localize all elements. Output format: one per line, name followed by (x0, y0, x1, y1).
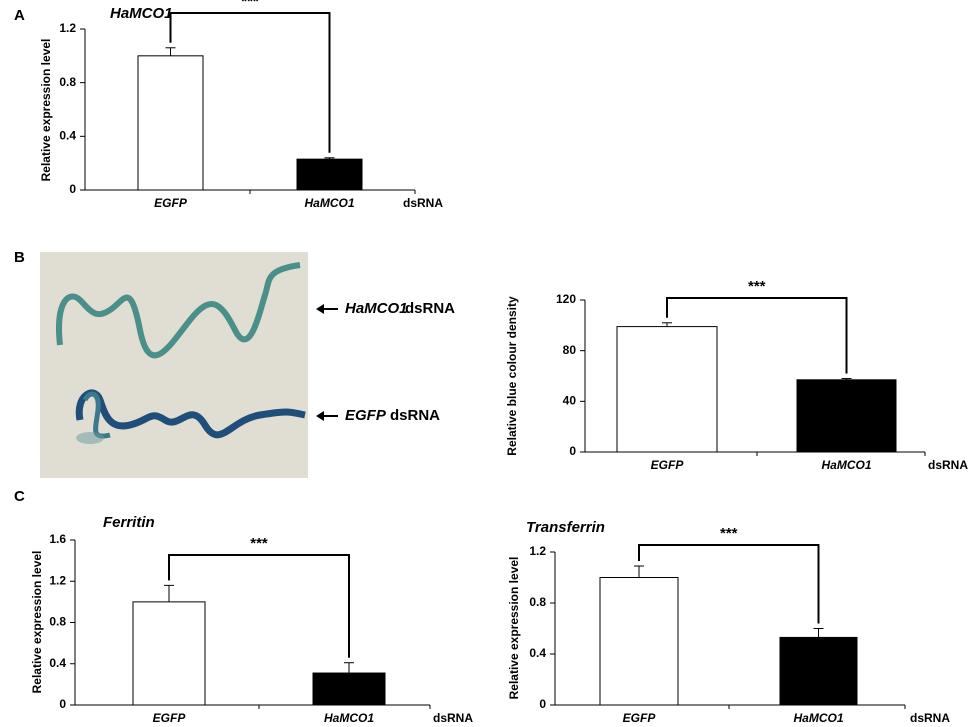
bar (797, 380, 896, 452)
y-axis-label: Relative expression level (39, 39, 53, 182)
x-axis-label: dsRNA (403, 196, 443, 210)
y-tick-label: 0 (539, 697, 546, 711)
x-tick-label: EGFP (154, 196, 188, 210)
bar (297, 159, 362, 190)
x-tick-label: EGFP (651, 458, 685, 472)
y-axis-label: Relative blue colour density (505, 296, 519, 456)
panel-label: C (14, 488, 25, 505)
y-tick-label: 80 (563, 343, 577, 357)
significance: *** (720, 525, 738, 542)
figure: A B C HaMCO1 dsRNA EGFP dsRNA 0 0.4 0.8 1.2… (0, 0, 970, 727)
bar (600, 578, 678, 706)
y-tick-label: 0.8 (529, 595, 546, 609)
photo-label: dsRNA (390, 407, 440, 424)
bar (780, 637, 857, 705)
y-tick-label: 1.2 (49, 573, 66, 587)
y-tick-label: 0.4 (59, 129, 76, 143)
x-axis-label: dsRNA (928, 458, 968, 472)
x-tick-label: EGFP (153, 711, 187, 725)
y-tick-label: 1.6 (49, 532, 66, 546)
y-tick-label: 0.8 (59, 75, 76, 89)
bar (617, 327, 717, 452)
chart-title: HaMCO1 (110, 5, 173, 22)
panel-label: B (14, 249, 25, 266)
y-tick-label: 0 (59, 697, 66, 711)
y-tick-label: 0.4 (529, 646, 546, 660)
significance: *** (250, 535, 268, 552)
panel-label: A (14, 7, 25, 24)
x-axis-label: dsRNA (433, 711, 473, 725)
y-tick-label: 0.4 (49, 656, 66, 670)
significance: *** (241, 0, 259, 10)
bar (133, 602, 205, 705)
photo-label: dsRNA (405, 300, 455, 317)
bar (313, 673, 385, 705)
y-axis-label: Relative expression level (30, 551, 44, 694)
y-tick-label: 0 (569, 444, 576, 458)
x-axis-label: dsRNA (910, 711, 950, 725)
y-tick-label: 0 (69, 182, 76, 196)
chart-title: Ferritin (103, 514, 155, 531)
chart-title: Transferrin (526, 519, 605, 536)
y-tick-label: 0.8 (49, 615, 66, 629)
y-tick-label: 120 (556, 292, 576, 306)
x-tick-label: EGFP (623, 711, 657, 725)
x-tick-label: HaMCO1 (324, 711, 374, 725)
y-axis-label: Relative expression level (507, 557, 521, 700)
photo-label: EGFP (345, 407, 387, 424)
photo-annotation: HaMCO1 dsRNA EGFP dsRNA (316, 300, 455, 424)
x-tick-label: HaMCO1 (821, 458, 871, 472)
x-tick-label: HaMCO1 (304, 196, 354, 210)
y-tick-label: 40 (563, 394, 577, 408)
x-tick-label: HaMCO1 (793, 711, 843, 725)
photo-label: HaMCO1 (345, 300, 408, 317)
y-tick-label: 1.2 (529, 544, 546, 558)
significance: *** (748, 278, 766, 295)
y-tick-label: 1.2 (59, 21, 76, 35)
bar (138, 56, 203, 190)
photo (40, 252, 308, 478)
